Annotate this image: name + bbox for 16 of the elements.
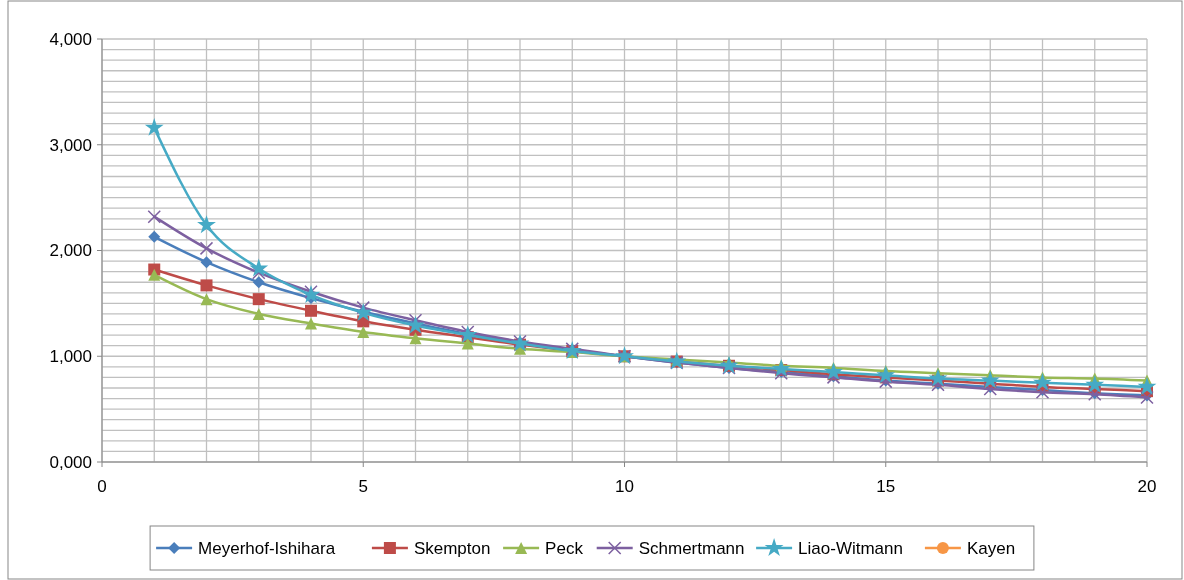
x-tick-label: 20 — [1137, 477, 1157, 496]
x-tick-label: 0 — [97, 477, 107, 496]
y-tick-label: 1,000 — [49, 347, 92, 367]
y-tick-label: 4,000 — [49, 29, 92, 49]
legend-label: Kayen — [966, 538, 1016, 558]
legend-label: Schmertmann — [638, 538, 745, 558]
legend-label: Peck — [545, 538, 584, 558]
legend-label: Liao-Witmann — [798, 538, 903, 558]
x-tick-label: 15 — [876, 477, 896, 496]
x-tick-label: 5 — [358, 477, 368, 496]
y-tick-label: 0,000 — [49, 452, 92, 472]
y-tick-label: 3,000 — [49, 135, 92, 155]
legend-label: Skempton — [413, 538, 491, 558]
x-tick-label: 10 — [615, 477, 634, 496]
y-tick-label: 2,000 — [49, 241, 92, 261]
legend-label: Meyerhof-Ishihara — [198, 538, 336, 558]
